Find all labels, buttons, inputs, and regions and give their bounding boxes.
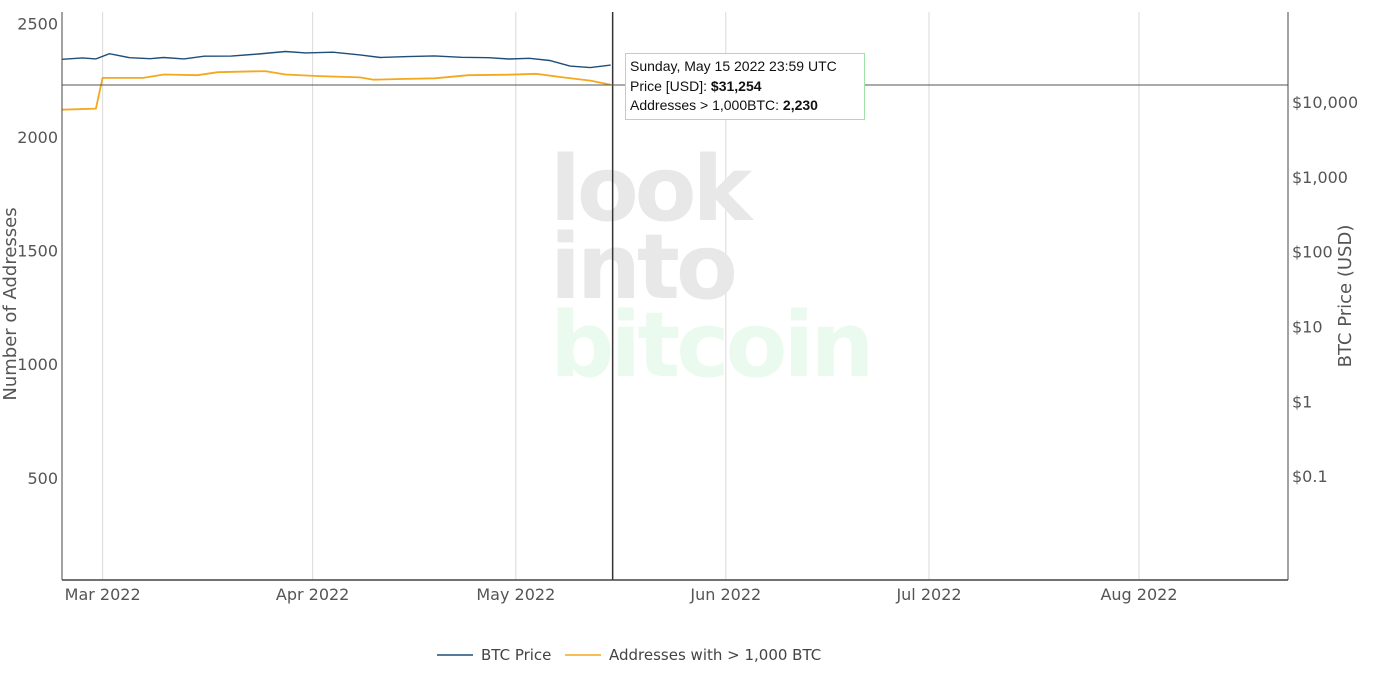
btc-price-series-line — [61, 50, 611, 69]
legend-item[interactable]: BTC Price — [437, 646, 551, 664]
y-left-tick-label: 2500 — [17, 14, 58, 33]
tooltip-addresses-label: Addresses > 1,000BTC: — [630, 97, 780, 113]
hover-tooltip: Sunday, May 15 2022 23:59 UTC Price [USD… — [625, 53, 865, 120]
y-right-tick-label: $10 — [1292, 318, 1323, 337]
axis-layer: Mar 2022 Apr 2022 May 2022 Jun 2022 Jul 2022… — [0, 12, 1358, 604]
y-left-tick-label: 1000 — [17, 355, 58, 374]
x-tick-label: May 2022 — [476, 585, 555, 604]
addresses-series-line — [61, 70, 611, 111]
y-right-tick-label: $10,000 — [1292, 93, 1358, 112]
x-tick-label: Jun 2022 — [689, 585, 761, 604]
x-tick-label: Apr 2022 — [276, 585, 349, 604]
tooltip-addresses-value: 2,230 — [782, 97, 818, 113]
legend-label: BTC Price — [481, 646, 551, 664]
series-layer — [61, 50, 611, 111]
legend-label: Addresses with > 1,000 BTC — [609, 646, 821, 664]
tooltip-price-value: $31,254 — [710, 77, 762, 94]
y-right-tick-label: $0.1 — [1292, 467, 1328, 486]
x-tick-label: Aug 2022 — [1100, 585, 1177, 604]
legend-item[interactable]: Addresses with > 1,000 BTC — [565, 646, 821, 664]
watermark-word: look — [550, 137, 755, 242]
tooltip-addresses-row: Addresses > 1,000BTC: 2,230 — [630, 96, 860, 116]
y-left-axis-title: Number of Addresses — [0, 207, 21, 400]
y-left-tick-label: 500 — [27, 469, 58, 488]
y-left-tick-label: 2000 — [17, 128, 58, 147]
x-tick-label: Mar 2022 — [65, 585, 141, 604]
tooltip-price-row: Price [USD]: $31,254 — [630, 77, 860, 97]
watermark-word: bitcoin — [550, 293, 870, 398]
tooltip-price-label: Price [USD]: — [630, 77, 708, 94]
tooltip-date: Sunday, May 15 2022 23:59 UTC — [630, 58, 837, 74]
y-right-axis-title: BTC Price (USD) — [1335, 225, 1356, 368]
y-right-tick-label: $100 — [1292, 243, 1333, 262]
y-left-tick-label: 1500 — [17, 242, 58, 261]
watermark-word: into — [550, 215, 734, 320]
y-right-tick-label: $1,000 — [1292, 168, 1348, 187]
x-tick-label: Jul 2022 — [895, 585, 961, 604]
legend[interactable]: BTC Price Addresses with > 1,000 BTC — [437, 646, 821, 664]
y-right-tick-label: $1 — [1292, 392, 1312, 411]
